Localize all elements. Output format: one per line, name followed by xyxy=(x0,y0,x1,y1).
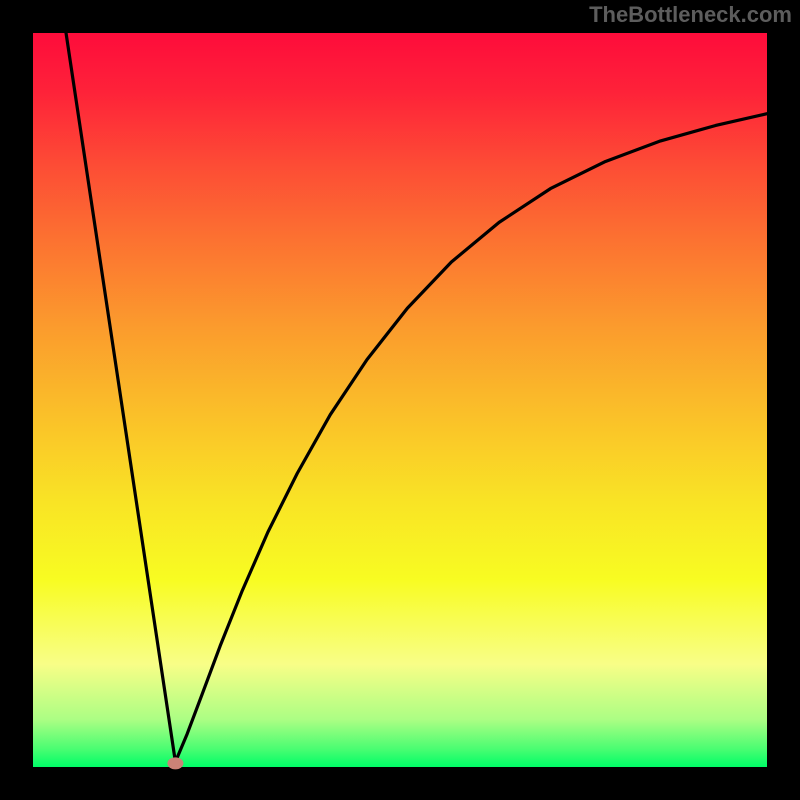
chart-stage: TheBottleneck.com xyxy=(0,0,800,800)
minimum-marker xyxy=(167,757,183,769)
source-watermark: TheBottleneck.com xyxy=(589,2,792,28)
chart-svg xyxy=(0,0,800,800)
